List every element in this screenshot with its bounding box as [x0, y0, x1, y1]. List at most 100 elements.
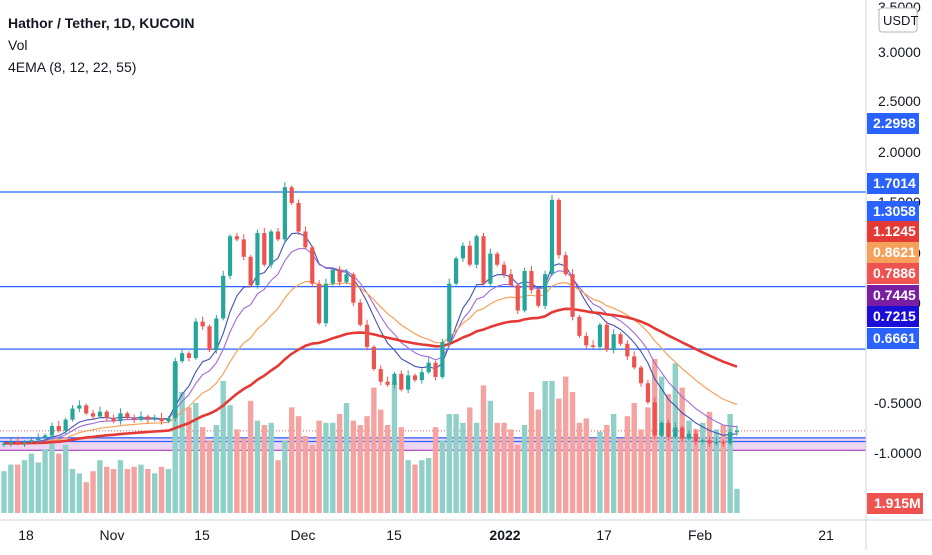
volume-bar: [494, 422, 500, 513]
volume-bar: [268, 422, 274, 513]
volume-bar: [487, 400, 494, 513]
candle-body: [570, 274, 575, 317]
candle-body: [666, 422, 671, 438]
candle-body: [36, 438, 41, 441]
candle-body: [728, 432, 733, 444]
price-label-text: 0.8621: [873, 244, 916, 260]
volume-bar: [590, 438, 596, 513]
volume-bar: [336, 414, 343, 513]
candle-body: [652, 402, 657, 436]
volume-bar: [158, 466, 165, 513]
candle-body: [412, 375, 418, 381]
candle-body: [686, 433, 692, 439]
volume-bar: [227, 405, 233, 513]
volume-bar: [110, 469, 117, 513]
candle-body: [597, 324, 603, 347]
candle-body: [227, 236, 233, 276]
candle-body: [447, 283, 452, 343]
volume-bar: [720, 425, 726, 513]
price-label-last: 0.7886: [867, 263, 919, 284]
symbol-title[interactable]: Hathor / Tether, 1D, KUCOIN: [8, 15, 195, 31]
candle-body: [734, 430, 740, 433]
price-label-level: 0.7215: [867, 306, 919, 327]
volume-bar: [330, 422, 336, 513]
candle-body: [495, 253, 500, 265]
price-label-box: [867, 263, 919, 284]
currency-badge: USDT: [878, 7, 918, 33]
candle-body: [269, 231, 274, 265]
volume-bar: [124, 469, 130, 513]
volume-bar: [145, 469, 151, 513]
price-label-text: 1.3058: [873, 203, 916, 219]
candle-body: [138, 416, 144, 420]
volume-bar: [405, 460, 411, 513]
candle-body: [467, 245, 472, 265]
candle-body: [159, 418, 164, 422]
volume-bar: [282, 440, 288, 513]
candle-body: [337, 269, 342, 283]
volume-tick-label: -0.5000: [874, 395, 922, 411]
volume-bar: [542, 381, 548, 513]
price-label-text: 2.2998: [873, 115, 916, 131]
price-label-text: 0.6661: [873, 330, 916, 346]
volume-bar: [604, 425, 610, 513]
time-tick-label: Nov: [100, 527, 125, 543]
candle-body: [364, 324, 370, 347]
volume-bar: [97, 460, 103, 513]
ema-indicator-label[interactable]: 4EMA (8, 12, 22, 55): [8, 59, 137, 75]
volume-bar: [295, 416, 302, 513]
candle-body: [406, 375, 411, 390]
volume-bar: [734, 488, 740, 513]
candle-body: [56, 425, 61, 431]
volume-tick-label: -1.0000: [874, 445, 922, 461]
volume-bar: [597, 431, 603, 513]
candle-body: [460, 245, 466, 259]
volume-bar: [713, 429, 720, 513]
candle-body: [454, 258, 459, 284]
volume-bar: [515, 444, 521, 513]
price-label-level: 1.3058: [867, 201, 919, 222]
candle-body: [700, 440, 705, 442]
volume-indicator-label[interactable]: Vol: [8, 37, 28, 53]
volume-bar: [220, 381, 226, 513]
candle-body: [645, 383, 650, 403]
volume-bar: [419, 460, 425, 513]
volume-bar: [165, 469, 172, 513]
price-tick-label: 3.0000: [878, 44, 921, 60]
volume-bar: [152, 473, 158, 513]
volume-bar: [480, 385, 487, 513]
volume-bar: [234, 429, 240, 513]
candle-body: [43, 435, 48, 439]
volume-label-box: [867, 493, 923, 514]
candle-body: [591, 345, 596, 347]
volume-bar: [213, 425, 220, 513]
volume-label-text: 1.915M: [874, 495, 921, 511]
candle-body: [714, 441, 719, 444]
candle-body: [584, 335, 589, 346]
volume-bar: [28, 453, 35, 513]
candle-body: [625, 343, 630, 357]
volume-bar: [549, 381, 555, 513]
volume-bar: [131, 466, 137, 513]
volume-bar: [467, 407, 473, 513]
candle-body: [241, 239, 246, 257]
time-tick-label: 18: [18, 527, 34, 543]
candle-body: [378, 369, 383, 382]
volume-bar: [138, 464, 144, 513]
candle-body: [77, 405, 82, 409]
candle-body: [577, 316, 582, 336]
volume-bar: [473, 422, 480, 513]
volume-bar: [563, 376, 569, 513]
volume-bar: [371, 387, 377, 513]
candle-body: [90, 413, 96, 417]
candle-body: [200, 321, 205, 327]
volume-bar: [15, 464, 21, 513]
volume-bar: [289, 407, 295, 513]
candle-body: [262, 233, 267, 265]
candle-body: [111, 418, 116, 422]
volume-bar: [610, 414, 617, 513]
volume-bar: [426, 458, 432, 513]
volume-bar: [275, 460, 281, 513]
volume-bar: [412, 464, 418, 513]
